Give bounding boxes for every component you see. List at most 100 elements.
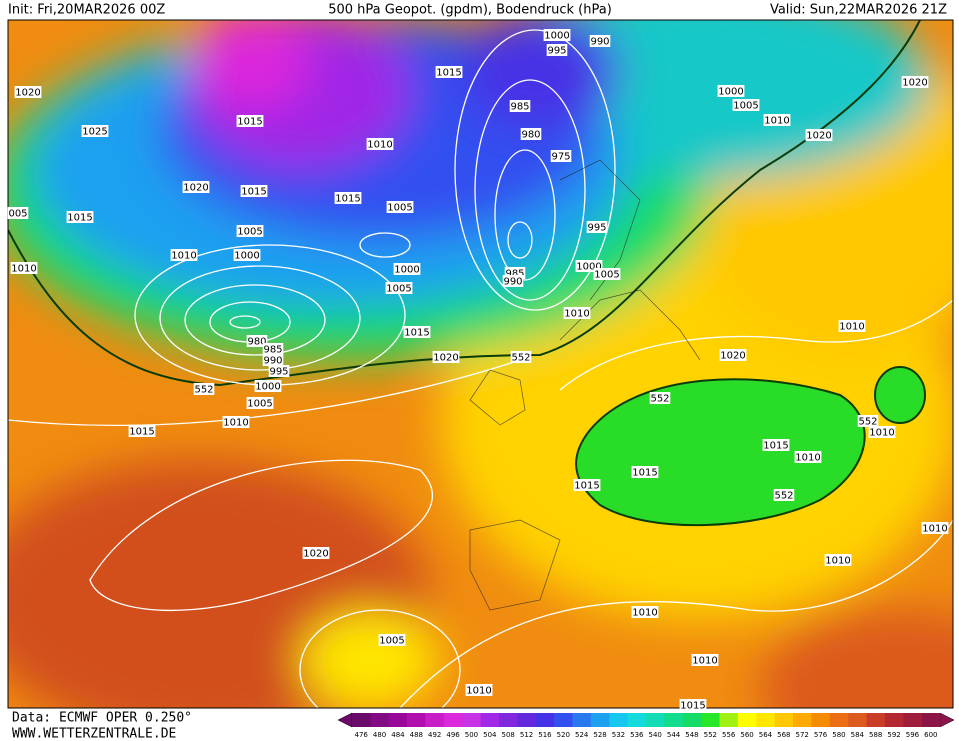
colorbar-label: 496 [446, 731, 460, 739]
isobar-label: 1010 [223, 418, 248, 429]
label-box [794, 451, 822, 463]
colorbar-label: 508 [502, 731, 515, 739]
isobar-label: 552 [774, 491, 793, 502]
colorbar-swatch [480, 713, 500, 727]
label-box [510, 351, 532, 363]
colorbar-swatch [829, 713, 849, 727]
colorbar-label: 572 [796, 731, 809, 739]
label-box [868, 426, 896, 438]
label-box [921, 522, 949, 534]
colorbar-swatch [499, 713, 518, 727]
label-box [502, 275, 524, 287]
isobar-label: 1010 [171, 251, 196, 262]
colorbar-swatch [609, 713, 628, 727]
colorbar-label: 540 [649, 731, 662, 739]
isobar-label: 1010 [839, 322, 864, 333]
isobar-label: 995 [587, 223, 606, 234]
label-box [302, 547, 330, 559]
label-box [857, 415, 879, 427]
isobar-label: 1020 [902, 78, 927, 89]
colorbar-swatch [443, 713, 463, 727]
label-box [509, 100, 531, 112]
colorbar-swatch [664, 713, 684, 727]
init-time: Init: Fri,20MAR2026 00Z [8, 3, 165, 18]
isobar-label: 1015 [237, 117, 262, 128]
isobar-label: 1015 [335, 194, 360, 205]
label-box [233, 249, 261, 261]
isobar-label: 1005 [594, 270, 619, 281]
colorbar-swatch [425, 713, 445, 727]
isobar-label: 1010 [764, 116, 789, 127]
isobar-label: 1005 [247, 399, 272, 410]
label-box [170, 249, 198, 261]
isobar-label: 985 [505, 269, 524, 280]
isobar-label: 1010 [11, 264, 36, 275]
colorbar-swatch [903, 713, 922, 727]
label-box [773, 489, 795, 501]
label-box [14, 86, 42, 98]
label-box [593, 268, 621, 280]
label-box [246, 335, 268, 347]
label-box [543, 29, 571, 41]
label-box [631, 466, 659, 478]
isobar-label: 1010 [466, 686, 491, 697]
colorbar-label: 532 [612, 731, 625, 739]
colorbar-label: 536 [630, 731, 644, 739]
isobar-label: 990 [590, 37, 609, 48]
colorbar-swatch [793, 713, 812, 727]
isobar-label: 1010 [367, 140, 392, 151]
isobar-label: 1010 [825, 556, 850, 567]
isobar-label: 980 [521, 130, 540, 141]
colorbar-swatch [811, 713, 831, 727]
isobar-label: 1010 [692, 656, 717, 667]
colorbar-swatch [535, 713, 555, 727]
label-box [182, 181, 210, 193]
isobar-labels: 1020102510151010101510009959909859809751… [7, 29, 949, 712]
isobar-label: 1005 [387, 203, 412, 214]
colorbar-label: 500 [465, 731, 478, 739]
isobar-label: 1020 [303, 549, 328, 560]
isobar-label: 1010 [795, 453, 820, 464]
colorbar-swatch [737, 713, 757, 727]
isobar-label: 005 [8, 209, 27, 220]
colorbar-swatch [719, 713, 739, 727]
isobar-label: 1000 [544, 31, 569, 42]
colorbar-label: 596 [906, 731, 920, 739]
isobar-label: 1005 [733, 101, 758, 112]
label-box [762, 439, 790, 451]
label-box [393, 263, 421, 275]
colorbar-label: 504 [483, 731, 497, 739]
colorbar-swatch [352, 713, 371, 727]
isobar-label: 1015 [129, 427, 154, 438]
isobar-label: 1005 [237, 227, 262, 238]
colorbar-swatch [848, 713, 867, 727]
colorbar-swatch [517, 713, 537, 727]
colorbar-swatch [921, 713, 941, 727]
colorbar-swatch [756, 713, 775, 727]
valid-time: Valid: Sun,22MAR2026 21Z [770, 3, 947, 18]
isobar-label: 1010 [564, 309, 589, 320]
label-box [838, 320, 866, 332]
isobar-label: 975 [551, 152, 570, 163]
colorbar-label: 568 [777, 731, 790, 739]
colorbar-label: 524 [575, 731, 589, 739]
isobar-label: 1005 [379, 636, 404, 647]
isobar-label: 985 [263, 345, 282, 356]
isobar-label: 990 [503, 277, 522, 288]
isobar-label: 980 [247, 337, 266, 348]
label-box [262, 343, 284, 355]
isobar-label: 1015 [404, 328, 429, 339]
label-box [378, 634, 406, 646]
isobar-label: 1015 [632, 468, 657, 479]
colorbar-label: 576 [814, 731, 828, 739]
colorbar-label: 480 [373, 731, 386, 739]
label-box [193, 383, 215, 395]
label-box [546, 44, 568, 56]
colorbar-label: 484 [391, 731, 405, 739]
isobar-label: 995 [269, 367, 288, 378]
colorbar-swatch [554, 713, 573, 727]
colorbar-swatch [627, 713, 647, 727]
isobar-label: 1015 [680, 701, 705, 712]
isobar-label: 1025 [82, 127, 107, 138]
